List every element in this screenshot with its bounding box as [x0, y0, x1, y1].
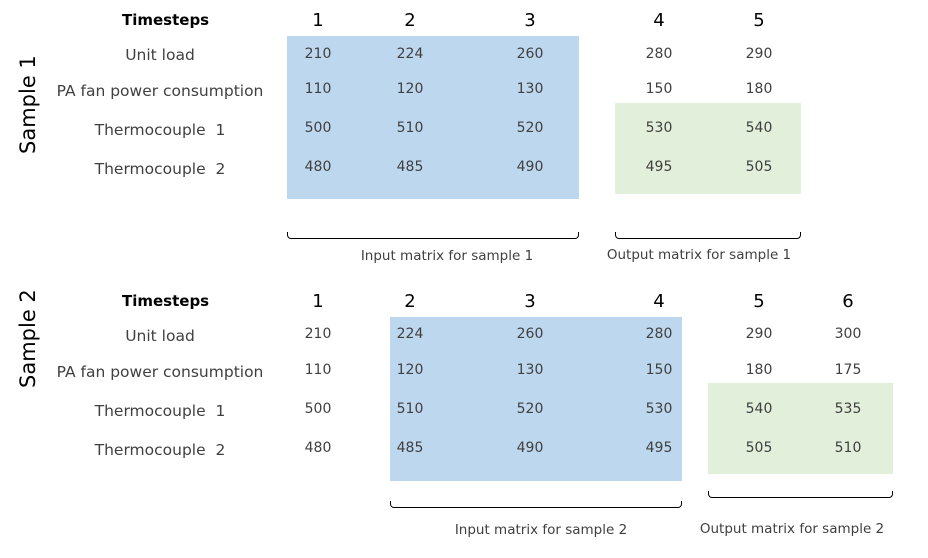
timesteps-label: Timesteps — [122, 292, 210, 310]
output-matrix-bracket — [708, 491, 893, 498]
output-matrix-caption: Output matrix for sample 2 — [699, 521, 885, 537]
row-label-thermocouple-1: Thermocouple 1 — [94, 402, 226, 420]
data-cell: 495 — [645, 159, 673, 175]
data-cell: 280 — [645, 326, 673, 342]
timestep-header: 3 — [524, 291, 536, 312]
timesteps-label: Timesteps — [122, 11, 210, 29]
timestep-header: 4 — [653, 291, 665, 312]
data-cell: 510 — [396, 120, 424, 136]
output-matrix-highlight — [708, 383, 893, 474]
data-cell: 500 — [304, 120, 332, 136]
data-cell: 495 — [645, 440, 673, 456]
data-cell: 210 — [304, 46, 332, 62]
row-label-pa-fan-power: PA fan power consumption — [56, 82, 264, 100]
data-cell: 110 — [304, 362, 332, 378]
data-cell: 510 — [396, 401, 424, 417]
data-cell: 485 — [396, 440, 424, 456]
output-matrix-highlight — [615, 103, 801, 194]
data-cell: 130 — [516, 362, 544, 378]
data-cell: 490 — [516, 159, 544, 175]
data-cell: 500 — [304, 401, 332, 417]
data-cell: 520 — [516, 120, 544, 136]
data-cell: 130 — [516, 81, 544, 97]
data-cell: 150 — [645, 81, 673, 97]
data-cell: 540 — [745, 120, 773, 136]
row-label-thermocouple-2: Thermocouple 2 — [94, 160, 226, 178]
data-cell: 535 — [834, 401, 862, 417]
input-matrix-caption: Input matrix for sample 1 — [360, 248, 534, 264]
row-label-unit-load: Unit load — [125, 46, 195, 64]
timestep-header: 1 — [312, 10, 324, 31]
timestep-header: 1 — [312, 291, 324, 312]
sample-title: Sample 2 — [16, 289, 40, 388]
timestep-header: 2 — [404, 291, 416, 312]
data-cell: 224 — [396, 46, 424, 62]
input-matrix-highlight — [287, 36, 579, 199]
input-matrix-highlight — [390, 317, 682, 481]
input-matrix-bracket — [390, 501, 682, 508]
output-matrix-caption: Output matrix for sample 1 — [606, 247, 792, 263]
timestep-header: 2 — [404, 10, 416, 31]
data-cell: 180 — [745, 81, 773, 97]
data-cell: 530 — [645, 120, 673, 136]
row-label-thermocouple-1: Thermocouple 1 — [94, 121, 226, 139]
data-cell: 520 — [516, 401, 544, 417]
timestep-header: 5 — [753, 291, 765, 312]
data-cell: 175 — [834, 362, 862, 378]
data-cell: 290 — [745, 326, 773, 342]
data-cell: 280 — [645, 46, 673, 62]
timestep-header: 3 — [524, 10, 536, 31]
row-label-thermocouple-2: Thermocouple 2 — [94, 441, 226, 459]
data-cell: 120 — [396, 81, 424, 97]
data-cell: 110 — [304, 81, 332, 97]
row-label-unit-load: Unit load — [125, 327, 195, 345]
data-cell: 224 — [396, 326, 424, 342]
data-cell: 480 — [304, 440, 332, 456]
data-cell: 180 — [745, 362, 773, 378]
data-cell: 510 — [834, 440, 862, 456]
data-cell: 505 — [745, 159, 773, 175]
timestep-header: 6 — [842, 291, 854, 312]
data-cell: 480 — [304, 159, 332, 175]
row-label-pa-fan-power: PA fan power consumption — [56, 363, 264, 381]
data-cell: 540 — [745, 401, 773, 417]
data-cell: 505 — [745, 440, 773, 456]
input-matrix-bracket — [287, 232, 579, 239]
data-cell: 260 — [516, 46, 544, 62]
data-cell: 260 — [516, 326, 544, 342]
data-cell: 290 — [745, 46, 773, 62]
timestep-header: 4 — [653, 10, 665, 31]
sample-title: Sample 1 — [16, 55, 40, 154]
input-matrix-caption: Input matrix for sample 2 — [454, 522, 628, 538]
data-cell: 120 — [396, 362, 424, 378]
data-cell: 150 — [645, 362, 673, 378]
timestep-header: 5 — [753, 10, 765, 31]
data-cell: 490 — [516, 440, 544, 456]
output-matrix-bracket — [615, 232, 801, 239]
data-cell: 210 — [304, 326, 332, 342]
data-cell: 485 — [396, 159, 424, 175]
data-cell: 530 — [645, 401, 673, 417]
data-cell: 300 — [834, 326, 862, 342]
